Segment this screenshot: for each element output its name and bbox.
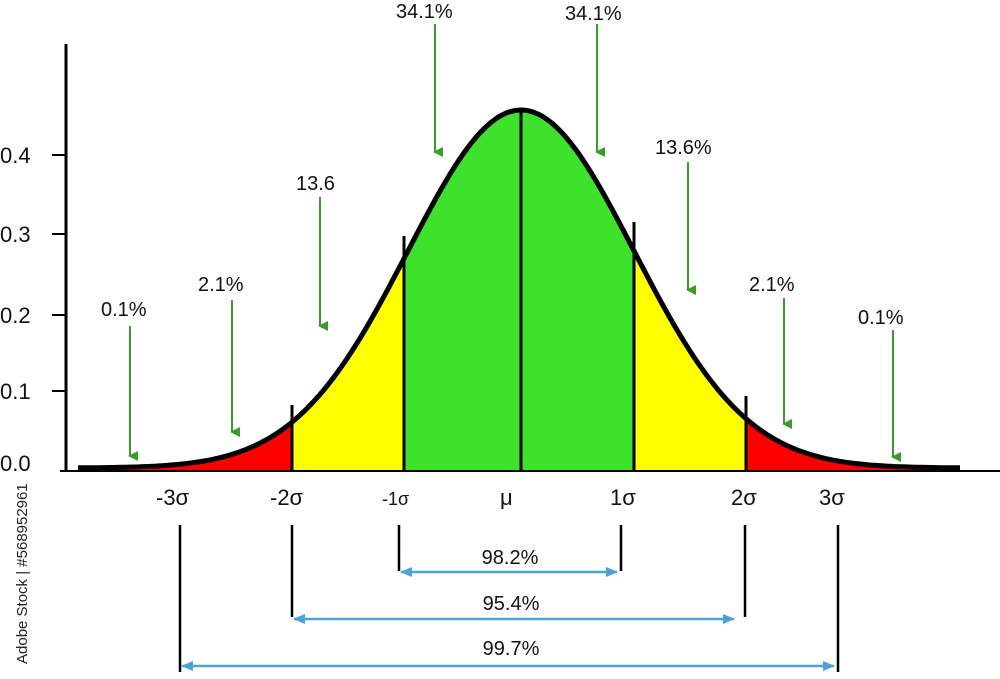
span-brackets	[178, 525, 840, 672]
x-label-plus-3sigma: 3σ	[819, 485, 845, 510]
callout-label-right-mid: 13.6%	[655, 137, 712, 159]
span-label-1sigma: 98.2%	[482, 547, 539, 569]
sigma-dividers	[290, 112, 748, 470]
y-tick-label-0-1: 0.1	[0, 379, 31, 404]
x-label-plus-2sigma: 2σ	[731, 485, 757, 510]
bell-curve	[78, 107, 960, 471]
stock-credit: Adobe Stock | #568952961	[14, 483, 31, 664]
y-tick-label-0-2: 0.2	[0, 303, 31, 328]
tail-region-left	[78, 110, 292, 471]
y-tick-label-0-3: 0.3	[0, 222, 31, 247]
callout-label-left-tail: 2.1%	[198, 274, 244, 296]
x-label-minus-2sigma: -2σ	[270, 485, 304, 510]
x-label-minus-3sigma: -3σ	[156, 485, 190, 510]
span-arrows	[181, 567, 835, 671]
center-region	[404, 110, 634, 471]
callout-label-right-tail: 2.1%	[749, 274, 795, 296]
span-label-2sigma: 95.4%	[483, 593, 540, 615]
span-label-3sigma: 99.7%	[483, 638, 540, 660]
x-label-mean: μ	[500, 485, 513, 510]
callout-label-left-outer: 0.1%	[101, 299, 147, 321]
callout-label-right-center: 34.1%	[565, 3, 622, 25]
y-tick-label-0-4: 0.4	[0, 143, 31, 168]
x-label-plus-1sigma: 1σ	[610, 485, 636, 510]
callout-arrows	[128, 24, 901, 462]
callout-label-left-center: 34.1%	[396, 1, 453, 23]
x-label-minus-1sigma: -1σ	[382, 489, 409, 509]
callout-label-left-mid: 13.6	[296, 173, 335, 195]
y-tick-label-0-0: 0.0	[0, 451, 31, 476]
mid-region-left	[292, 110, 404, 471]
y-ticks	[52, 154, 66, 392]
callout-label-right-outer: 0.1%	[858, 307, 904, 329]
